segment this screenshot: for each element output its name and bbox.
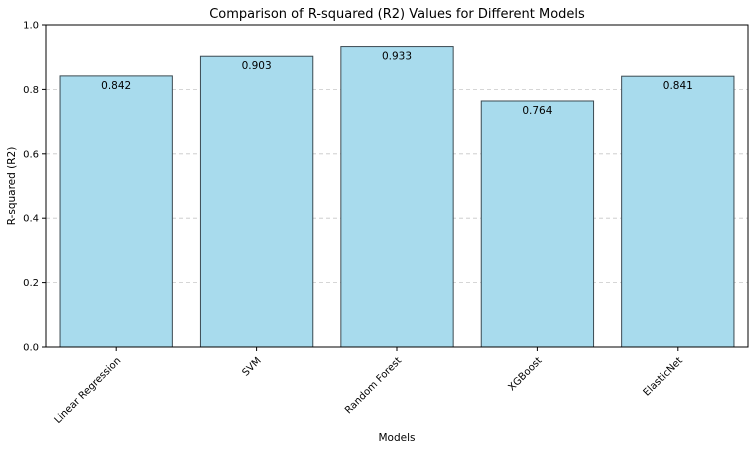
x-tick-label: XGBoost <box>506 355 544 393</box>
axes <box>42 24 749 351</box>
bar <box>480 100 595 348</box>
bar-value-label: 0.841 <box>663 80 693 92</box>
bar <box>340 46 454 348</box>
x-axis-label: Models <box>379 432 416 444</box>
y-tick-label: 1.0 <box>23 21 39 32</box>
bar-value-label: 0.933 <box>382 51 412 63</box>
bar-value-label: 0.842 <box>101 80 131 92</box>
y-tick-label: 0.8 <box>23 85 39 96</box>
y-tick-label: 0.0 <box>23 343 39 354</box>
x-tick-label: Linear Regression <box>53 355 124 426</box>
chart-title: Comparison of R-squared (R2) Values for … <box>209 7 585 22</box>
x-tick-label: ElasticNet <box>642 355 685 398</box>
bars <box>59 46 735 348</box>
x-tick-label: Random Forest <box>343 355 404 416</box>
y-axis-label: R-squared (R2) <box>6 147 18 226</box>
bar-value-label: 0.903 <box>242 60 272 72</box>
bar <box>59 75 173 348</box>
plot-frame <box>45 24 749 348</box>
y-tick-label: 0.2 <box>23 278 39 289</box>
bar <box>621 75 735 348</box>
bar-value-label: 0.764 <box>522 105 552 117</box>
x-tick-label: SVM <box>241 355 264 378</box>
bar <box>199 55 314 348</box>
y-tick-label: 0.6 <box>23 149 39 160</box>
y-tick-label: 0.4 <box>23 214 39 225</box>
